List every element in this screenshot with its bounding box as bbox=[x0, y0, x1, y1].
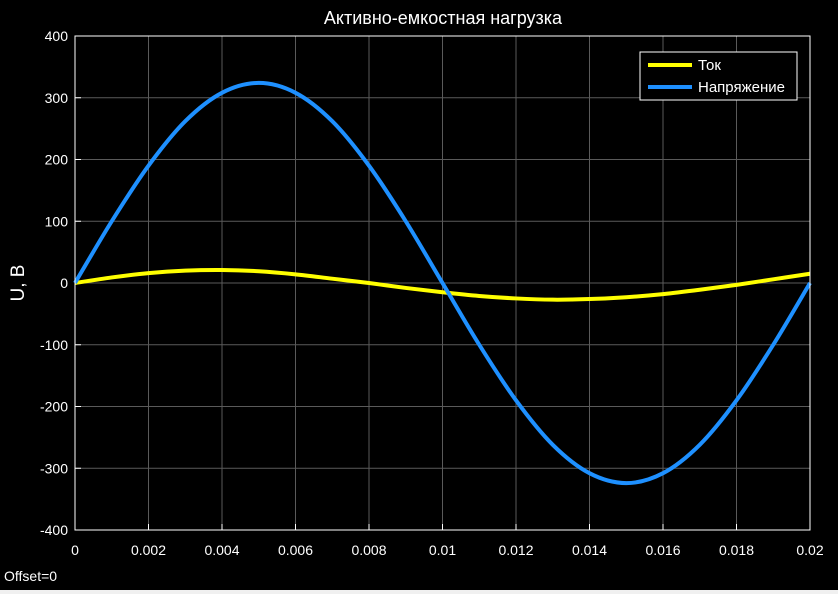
x-tick-label: 0.01 bbox=[429, 542, 456, 558]
legend[interactable]: Ток Напряжение bbox=[639, 51, 798, 101]
x-tick-label: 0.006 bbox=[278, 542, 313, 558]
x-tick-label: 0.02 bbox=[796, 542, 823, 558]
series-lines bbox=[73, 80, 812, 486]
legend-label-current: Ток bbox=[698, 57, 721, 74]
chart-title: Активно-емкостная нагрузка bbox=[324, 8, 563, 28]
legend-box bbox=[639, 51, 798, 101]
x-tick-label: 0.008 bbox=[351, 542, 386, 558]
x-tick-label: 0.016 bbox=[645, 542, 680, 558]
x-tick-label: 0.014 bbox=[572, 542, 607, 558]
series-line-current bbox=[74, 268, 811, 302]
y-tick-label: -200 bbox=[40, 399, 68, 415]
y-tick-label: 0 bbox=[60, 275, 68, 291]
y-tick-label: 300 bbox=[45, 90, 69, 106]
x-tick-label: 0.012 bbox=[498, 542, 533, 558]
y-tick-label: 200 bbox=[45, 152, 69, 168]
offset-label: Offset=0 bbox=[4, 568, 58, 584]
y-tick-label: 400 bbox=[45, 28, 69, 44]
y-tick-label: -300 bbox=[40, 460, 68, 476]
x-tick-label: 0.004 bbox=[204, 542, 239, 558]
tick-labels: 0 0.002 0.004 0.006 0.008 0.01 0.012 0.014 0.016… bbox=[40, 28, 824, 558]
y-axis-label: U, B bbox=[8, 265, 29, 302]
x-tick-label: 0.002 bbox=[131, 542, 166, 558]
y-tick-label: -100 bbox=[40, 337, 68, 353]
y-tick-label: 100 bbox=[45, 213, 69, 229]
y-tick-label: -400 bbox=[40, 522, 68, 538]
plot-area[interactable] bbox=[74, 35, 811, 531]
series-line-voltage bbox=[73, 80, 812, 486]
x-tick-label: 0 bbox=[71, 542, 79, 558]
legend-label-voltage: Напряжение bbox=[698, 79, 785, 96]
x-tick-label: 0.018 bbox=[719, 542, 754, 558]
